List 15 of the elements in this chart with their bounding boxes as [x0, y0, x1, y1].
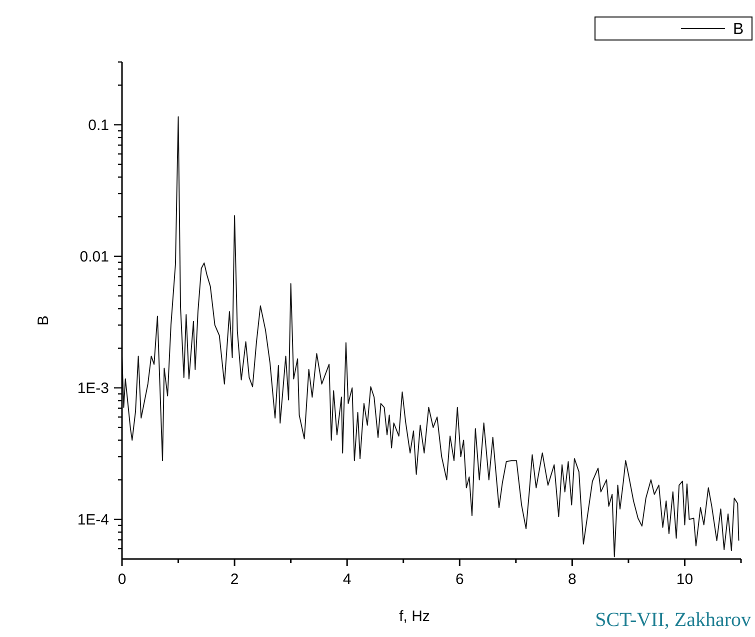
y-tick-label: 0.01 [80, 248, 109, 266]
x-axis-title: f, Hz [399, 608, 430, 625]
legend-label: B [733, 21, 744, 38]
x-tick-label: 10 [676, 571, 694, 588]
y-axis-title: B [35, 315, 52, 326]
text: SCT-VII, Zakharov [595, 609, 751, 631]
y-tick-label: 1E-4 [77, 511, 109, 528]
y-tick-label: 0.1 [88, 116, 109, 134]
x-tick-label: 8 [568, 571, 576, 588]
x-tick-label: 6 [455, 571, 464, 588]
line-series [122, 116, 740, 558]
x-tick-label: 0 [118, 571, 126, 588]
x-tick-label: 4 [342, 571, 352, 588]
x-tick-label: 2 [230, 571, 239, 588]
y-tick-label: 1E-3 [77, 380, 109, 397]
